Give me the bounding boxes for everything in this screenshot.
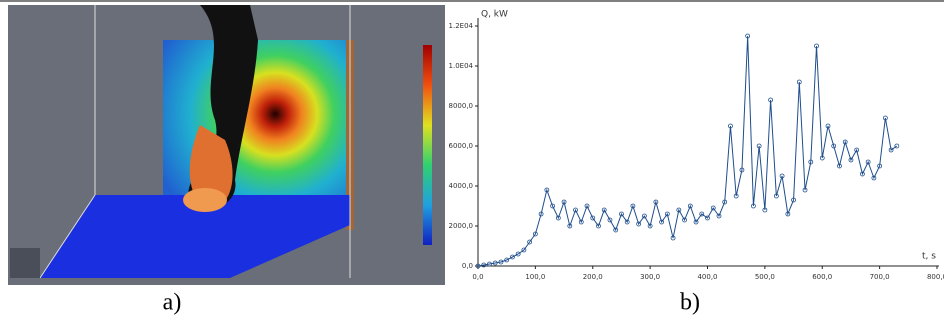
point-marker: [808, 159, 814, 165]
point-marker: [601, 207, 607, 213]
point-marker: [773, 193, 779, 199]
point-marker: [630, 203, 636, 209]
point-marker: [728, 123, 733, 129]
point-marker: [682, 217, 687, 223]
point-marker: [527, 239, 533, 245]
point-marker: [641, 213, 647, 219]
point-marker: [607, 217, 613, 223]
point-marker: [796, 79, 802, 85]
point-marker: [705, 215, 710, 221]
point-marker: [745, 33, 751, 39]
x-tick-label: 400,0: [697, 273, 717, 281]
x-tick-label: 200,0: [583, 273, 603, 281]
x-axis-label: t, s: [922, 252, 936, 262]
point-marker: [578, 219, 584, 225]
point-marker: [544, 187, 550, 193]
y-tick-label: 1.2E04: [449, 22, 474, 30]
point-marker: [481, 262, 487, 268]
point-marker: [791, 197, 796, 203]
y-tick-label: 4000,0: [449, 182, 474, 190]
point-marker: [814, 43, 819, 49]
point-marker: [538, 211, 544, 217]
y-tick-label: 8000,0: [449, 102, 474, 110]
x-tick-label: 100,0: [525, 273, 545, 281]
point-marker: [550, 203, 555, 209]
point-marker: [561, 199, 567, 205]
point-marker: [653, 199, 659, 205]
point-marker: [573, 207, 578, 213]
point-marker: [762, 207, 768, 213]
point-marker: [756, 143, 762, 149]
y-tick-label: 1.0E04: [449, 62, 474, 70]
point-marker: [854, 147, 860, 153]
point-marker: [865, 159, 871, 165]
point-marker: [693, 219, 699, 225]
point-marker: [837, 163, 842, 169]
point-marker: [584, 203, 590, 209]
x-tick-label: 500,0: [755, 273, 775, 281]
point-marker: [848, 157, 854, 163]
point-marker: [894, 143, 900, 149]
point-marker: [819, 155, 825, 161]
point-marker: [831, 143, 837, 149]
y-tick-label: 0,0: [462, 262, 473, 270]
point-marker: [768, 97, 774, 103]
point-marker: [532, 231, 538, 237]
point-marker: [779, 173, 785, 179]
point-marker: [882, 115, 888, 121]
caption: a): [163, 290, 182, 316]
point-marker: [785, 211, 791, 217]
point-marker: [739, 167, 745, 173]
x-tick-label: 300,0: [640, 273, 660, 281]
point-marker: [596, 223, 601, 229]
point-marker: [498, 259, 504, 265]
point-marker: [664, 211, 670, 217]
point-marker: [888, 147, 894, 153]
point-marker: [475, 263, 481, 269]
y-axis-label: Q, kW: [481, 10, 508, 20]
series-line: [477, 35, 898, 267]
point-marker: [733, 193, 739, 199]
point-marker: [619, 211, 624, 217]
point-marker: [842, 139, 848, 145]
point-marker: [802, 187, 808, 193]
y-tick-label: 2000,0: [449, 222, 474, 230]
x-tick-label: 600,0: [812, 273, 832, 281]
point-marker: [825, 123, 831, 129]
chart: Q, kW t, s 0,0 2000,0 4000,0 6000,0 8000,0 1.0E…: [449, 10, 944, 282]
point-marker: [687, 203, 693, 209]
point-marker: [659, 219, 664, 225]
point-marker: [670, 235, 676, 241]
point-marker: [492, 260, 498, 266]
point-marker: [636, 221, 642, 227]
point-marker: [487, 261, 492, 267]
point-marker: [590, 215, 596, 221]
point-marker: [722, 199, 728, 205]
point-marker: [871, 175, 877, 181]
point-marker: [710, 205, 716, 211]
point-marker: [877, 163, 883, 169]
point-marker: [504, 257, 510, 263]
point-marker: [676, 207, 682, 213]
point-marker: [515, 251, 521, 257]
point-marker: [751, 203, 756, 209]
point-marker: [699, 211, 705, 217]
point-marker: [624, 219, 630, 225]
x-tick-label: 800,0: [927, 273, 944, 281]
caption: b): [680, 290, 700, 316]
point-marker: [521, 247, 527, 253]
y-tick-label: 6000,0: [449, 142, 474, 150]
point-marker: [613, 227, 619, 233]
point-marker: [510, 254, 515, 260]
point-marker: [860, 171, 865, 177]
point-marker: [647, 223, 653, 229]
point-marker: [716, 213, 722, 219]
x-tick-label: 0,0: [472, 273, 483, 281]
x-tick-label: 700,0: [870, 273, 890, 281]
point-marker: [555, 215, 561, 221]
point-marker: [567, 223, 573, 229]
render-panel: [8, 5, 445, 285]
